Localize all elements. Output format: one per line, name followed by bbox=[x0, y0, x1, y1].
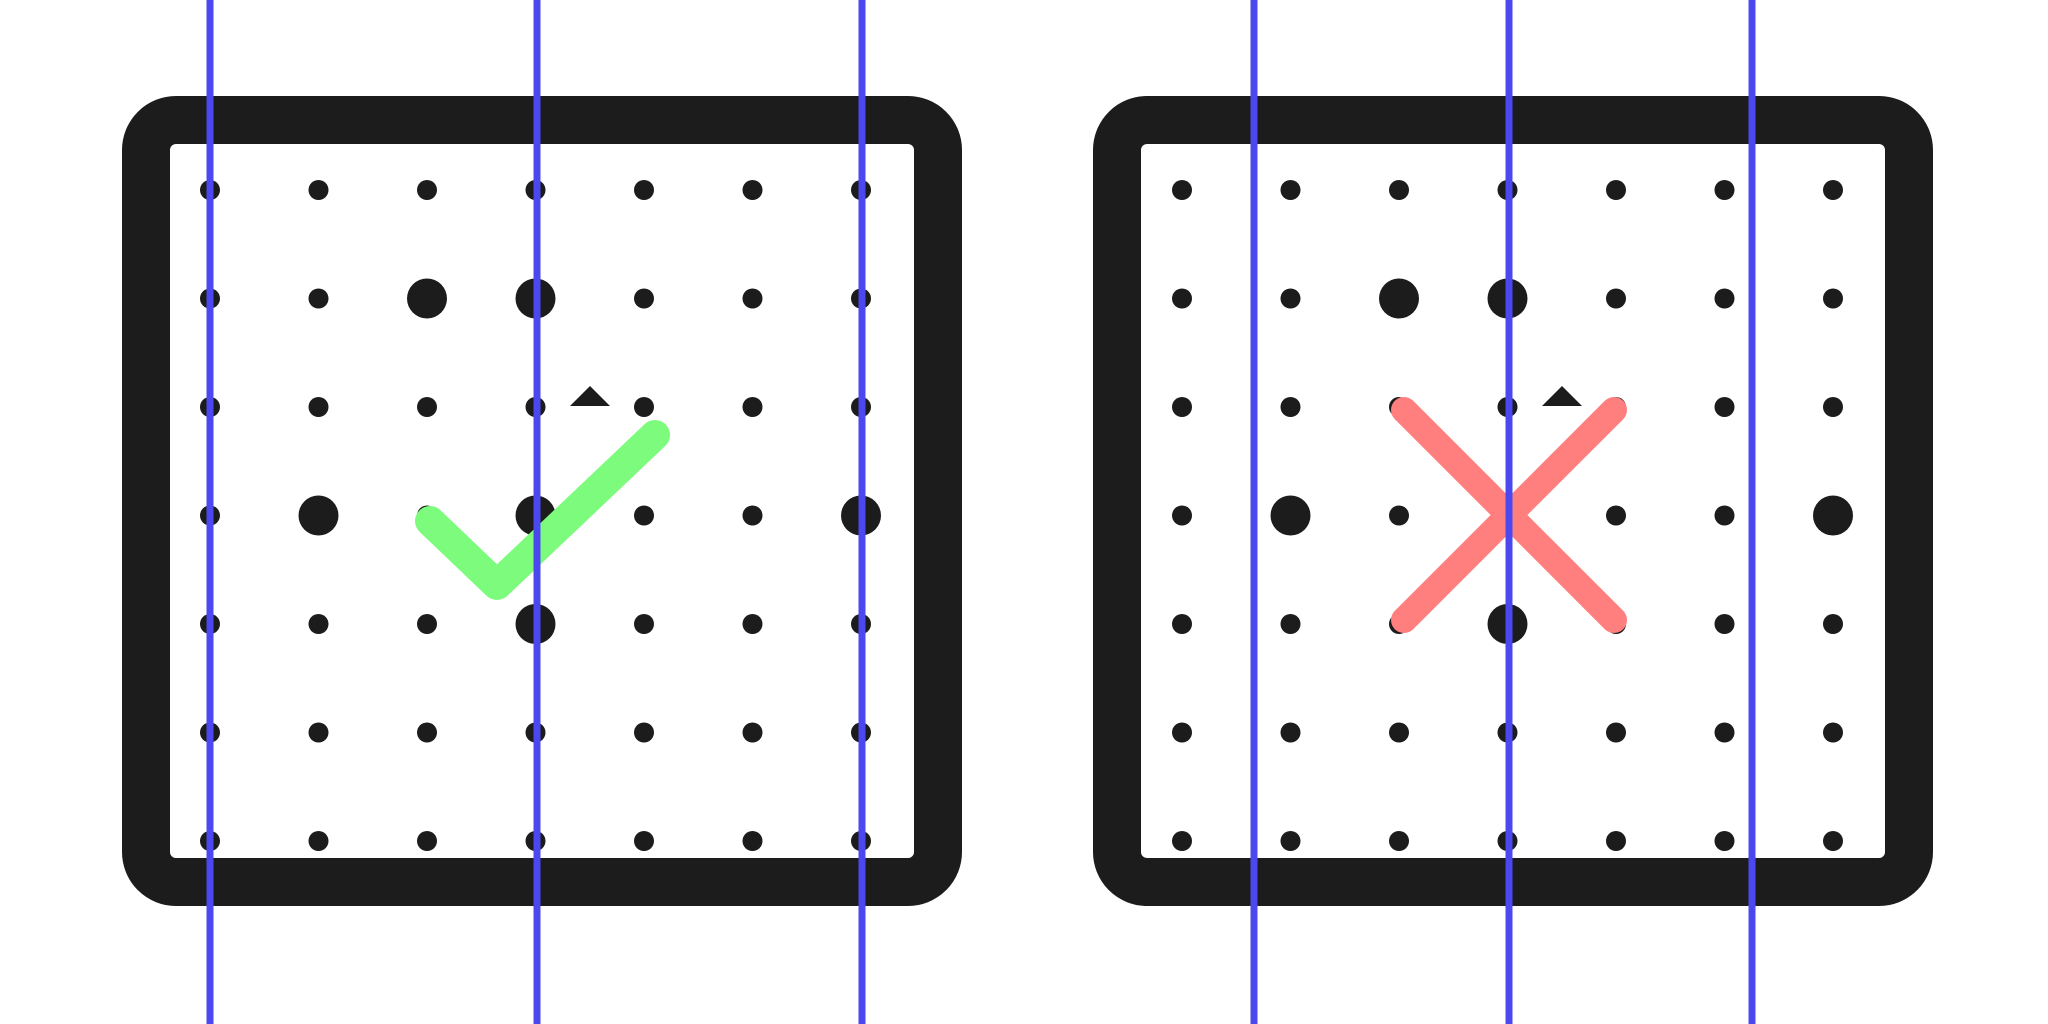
grid-dot bbox=[1389, 180, 1409, 200]
grid-dot bbox=[1280, 397, 1301, 417]
grid-dot bbox=[1172, 180, 1192, 200]
grid-dot bbox=[1606, 722, 1626, 743]
grid-dot bbox=[1606, 831, 1626, 851]
grid-dot bbox=[634, 505, 654, 526]
grid-dot bbox=[1606, 180, 1626, 200]
grid-dot bbox=[1714, 614, 1735, 634]
grid-dot bbox=[1714, 397, 1735, 417]
grid-dot bbox=[417, 831, 437, 851]
grid-dot bbox=[1714, 505, 1735, 526]
grid-dot bbox=[1172, 614, 1192, 634]
grid-dot bbox=[1823, 288, 1843, 309]
grid-dot bbox=[742, 288, 763, 309]
grid-dot bbox=[1280, 180, 1301, 200]
grid-dot bbox=[1823, 722, 1843, 743]
grid-dot bbox=[1389, 831, 1409, 851]
grid-dot bbox=[634, 722, 654, 743]
grid-dot bbox=[1606, 505, 1626, 526]
grid-dot bbox=[742, 831, 763, 851]
large-dot bbox=[407, 278, 447, 319]
large-dot bbox=[1270, 495, 1311, 536]
grid-dot bbox=[308, 614, 329, 634]
grid-dot bbox=[1280, 722, 1301, 743]
grid-dot bbox=[1172, 288, 1192, 309]
grid-dot bbox=[742, 722, 763, 743]
grid-dot bbox=[1606, 288, 1626, 309]
grid-dot bbox=[634, 288, 654, 309]
grid-dot bbox=[417, 180, 437, 200]
grid-dot bbox=[1823, 614, 1843, 634]
grid-dot bbox=[742, 614, 763, 634]
grid-dot bbox=[1714, 722, 1735, 743]
grid-dot bbox=[1823, 831, 1843, 851]
grid-dot bbox=[1172, 722, 1192, 743]
grid-dot bbox=[1280, 614, 1301, 634]
grid-dot bbox=[308, 397, 329, 417]
grid-dot bbox=[1172, 397, 1192, 417]
large-dot bbox=[1813, 495, 1853, 536]
grid-dot bbox=[308, 831, 329, 851]
grid-dot bbox=[308, 180, 329, 200]
grid-dot bbox=[1280, 831, 1301, 851]
grid-dot bbox=[1389, 722, 1409, 743]
grid-dot bbox=[1714, 288, 1735, 309]
checkmark-icon bbox=[415, 420, 670, 600]
grid-dot bbox=[308, 288, 329, 309]
large-dot bbox=[1379, 278, 1419, 319]
grid-dot bbox=[634, 614, 654, 634]
triangle-marker-icon bbox=[1542, 386, 1582, 406]
grid-dot bbox=[1389, 505, 1409, 526]
grid-dot bbox=[1714, 831, 1735, 851]
grid-dot bbox=[417, 722, 437, 743]
grid-dot bbox=[417, 614, 437, 634]
grid-dot bbox=[742, 397, 763, 417]
triangle-marker-icon bbox=[570, 386, 610, 406]
grid-dot bbox=[1823, 397, 1843, 417]
correct-example-panel bbox=[122, 0, 962, 1024]
grid-dot bbox=[634, 397, 654, 417]
grid-dot bbox=[308, 722, 329, 743]
grid-dot bbox=[742, 180, 763, 200]
grid-dot bbox=[1172, 831, 1192, 851]
grid-dot bbox=[1823, 180, 1843, 200]
grid-dot bbox=[1280, 288, 1301, 309]
grid-dot bbox=[742, 505, 763, 526]
grid-dot bbox=[634, 180, 654, 200]
grid-dot bbox=[417, 397, 437, 417]
grid-dot bbox=[634, 831, 654, 851]
large-dot bbox=[298, 495, 339, 536]
grid-dot bbox=[1714, 180, 1735, 200]
grid-dot bbox=[1172, 505, 1192, 526]
incorrect-example-panel bbox=[1093, 0, 1933, 1024]
